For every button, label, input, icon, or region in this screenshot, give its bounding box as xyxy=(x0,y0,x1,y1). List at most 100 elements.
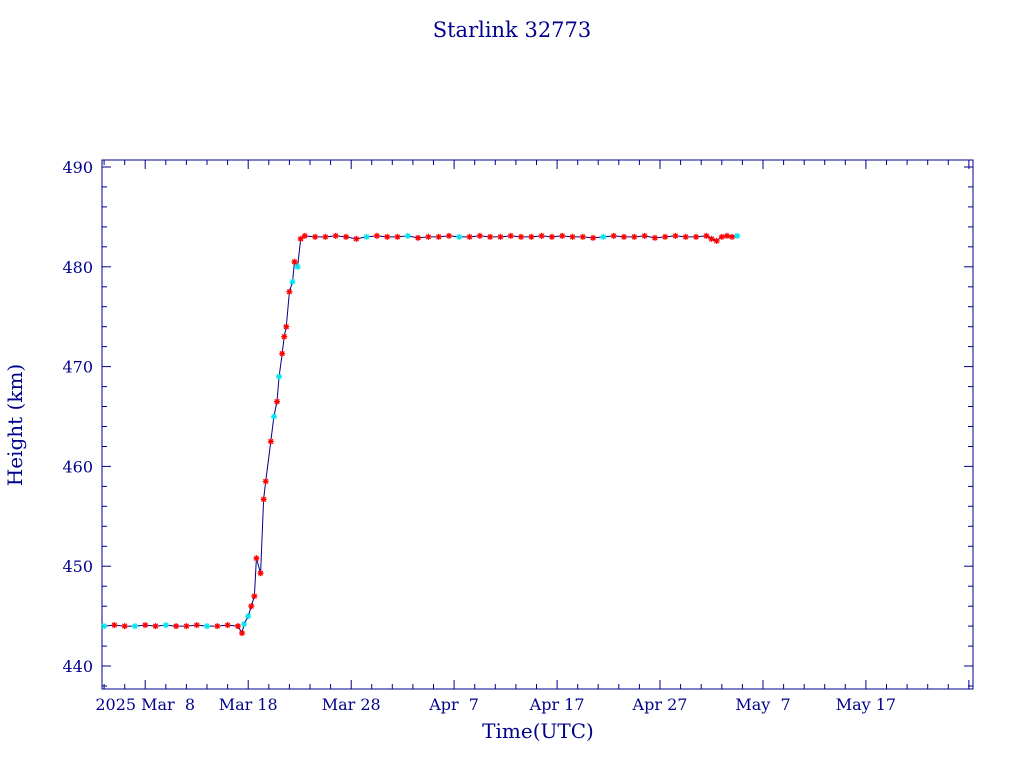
data-point xyxy=(260,496,267,503)
data-point xyxy=(251,593,258,600)
data-point xyxy=(281,333,288,340)
data-point xyxy=(404,232,411,239)
data-point xyxy=(373,232,380,239)
data-point xyxy=(291,258,298,265)
data-point xyxy=(253,555,260,562)
data-point xyxy=(173,623,180,630)
data-point xyxy=(279,350,286,357)
data-point xyxy=(662,233,669,240)
data-point xyxy=(131,623,138,630)
data-point xyxy=(152,623,159,630)
data-point xyxy=(101,623,108,630)
data-point xyxy=(487,233,494,240)
data-point xyxy=(343,233,350,240)
data-point xyxy=(289,278,296,285)
data-point xyxy=(111,622,118,629)
data-point xyxy=(162,622,169,629)
data-point xyxy=(620,233,627,240)
data-point xyxy=(322,233,329,240)
x-tick-label: Apr 17 xyxy=(529,695,585,714)
plot-frame xyxy=(101,159,974,690)
data-point xyxy=(641,232,648,239)
data-point xyxy=(312,233,319,240)
data-point xyxy=(476,232,483,239)
data-point xyxy=(682,233,689,240)
x-tick-label: Mar 18 xyxy=(219,695,278,714)
data-point xyxy=(579,233,586,240)
data-point xyxy=(204,623,211,630)
data-point xyxy=(297,235,304,242)
data-point xyxy=(363,233,370,240)
data-point xyxy=(729,233,736,240)
data-point xyxy=(257,570,264,577)
data-point xyxy=(241,621,248,628)
data-point xyxy=(651,234,658,241)
data-point xyxy=(559,232,566,239)
data-point xyxy=(713,237,720,244)
data-point xyxy=(466,233,473,240)
y-tick-label: 490 xyxy=(62,158,93,177)
data-point xyxy=(394,233,401,240)
data-markers xyxy=(101,232,741,637)
data-point xyxy=(518,233,525,240)
data-point xyxy=(234,623,241,630)
x-tick-label: Apr 7 xyxy=(428,695,479,714)
y-tick-labels: 440 450 460 470 480 490 xyxy=(62,158,93,676)
data-point xyxy=(301,232,308,239)
data-point xyxy=(415,234,422,241)
y-tick-label: 440 xyxy=(62,657,93,676)
x-axis-label: Time(UTC) xyxy=(482,719,594,743)
data-point xyxy=(353,235,360,242)
data-point xyxy=(332,232,339,239)
data-point xyxy=(723,232,730,239)
data-point xyxy=(672,232,679,239)
data-point xyxy=(445,232,452,239)
data-point xyxy=(294,263,301,270)
data-point xyxy=(239,630,246,637)
y-tick-label: 480 xyxy=(62,258,93,277)
data-point xyxy=(262,478,269,485)
data-point xyxy=(193,622,200,629)
x-tick-label: May 17 xyxy=(836,695,896,714)
data-point xyxy=(248,603,255,610)
x-tick-label: 2025 Mar 8 xyxy=(95,695,195,714)
data-point xyxy=(270,413,277,420)
data-point xyxy=(267,438,274,445)
data-point xyxy=(610,232,617,239)
data-point xyxy=(631,233,638,240)
data-point xyxy=(121,623,128,630)
data-point xyxy=(703,232,710,239)
series-line xyxy=(104,235,738,635)
y-axis-label: Height (km) xyxy=(3,364,27,486)
data-point xyxy=(245,613,252,620)
data-point xyxy=(283,323,290,330)
data-point xyxy=(224,622,231,629)
data-point xyxy=(507,232,514,239)
data-point xyxy=(274,398,281,405)
data-point xyxy=(384,233,391,240)
x-tick-label: Mar 28 xyxy=(322,695,381,714)
x-tick-labels: 2025 Mar 8 Mar 18 Mar 28 Apr 7 Apr 17 Apr 27 M… xyxy=(95,695,896,714)
y-tick-label: 470 xyxy=(62,358,93,377)
data-point xyxy=(718,233,725,240)
data-point xyxy=(497,233,504,240)
data-point xyxy=(214,623,221,630)
data-point xyxy=(538,232,545,239)
x-tick-label: May 7 xyxy=(735,695,790,714)
data-point xyxy=(708,235,715,242)
data-point xyxy=(425,233,432,240)
y-tick-label: 450 xyxy=(62,557,93,576)
data-point xyxy=(276,373,283,380)
data-point xyxy=(600,233,607,240)
data-point xyxy=(528,233,535,240)
axis-ticks xyxy=(102,160,973,689)
data-point xyxy=(142,622,149,629)
data-point xyxy=(734,232,741,239)
data-point xyxy=(590,234,597,241)
data-point xyxy=(435,233,442,240)
data-point xyxy=(569,233,576,240)
data-point xyxy=(286,288,293,295)
chart-title: Starlink 32773 xyxy=(433,18,592,42)
y-tick-label: 460 xyxy=(62,457,93,476)
data-point xyxy=(693,233,700,240)
